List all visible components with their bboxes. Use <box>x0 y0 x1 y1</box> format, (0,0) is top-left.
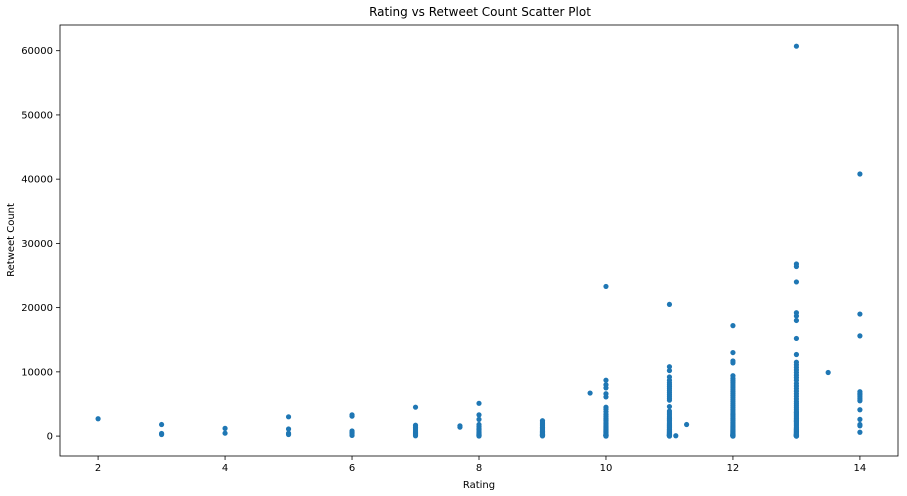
y-axis: 0 10000 20000 30000 40000 50000 60000 <box>21 46 60 443</box>
data-point <box>793 263 800 270</box>
data-point <box>673 433 679 439</box>
data-point <box>793 335 800 342</box>
x-tick-label: 6 <box>349 463 355 474</box>
data-points <box>95 43 863 439</box>
y-tick-label: 40000 <box>21 175 53 186</box>
data-point <box>158 421 165 428</box>
data-point <box>476 412 482 418</box>
x-tick-label: 12 <box>727 463 740 474</box>
y-tick-label: 20000 <box>21 303 53 314</box>
data-point <box>285 414 292 420</box>
data-point <box>793 279 800 285</box>
data-point <box>793 418 800 424</box>
y-tick-label: 60000 <box>21 46 53 57</box>
data-point <box>857 407 863 413</box>
data-point <box>476 433 482 439</box>
data-point <box>857 171 863 177</box>
data-point <box>285 426 292 432</box>
data-point <box>349 413 355 419</box>
data-point <box>857 429 863 435</box>
data-point <box>730 360 736 366</box>
data-point <box>457 424 463 430</box>
y-axis-label: Retweet Count <box>6 203 17 277</box>
data-point <box>857 423 863 429</box>
data-point <box>222 430 228 436</box>
data-point <box>793 313 800 319</box>
data-point <box>730 433 736 439</box>
data-point <box>730 323 736 329</box>
y-tick-label: 10000 <box>21 367 53 378</box>
data-point <box>412 404 419 410</box>
data-point <box>666 433 673 439</box>
data-point <box>793 43 800 49</box>
data-point <box>476 416 482 422</box>
data-point <box>730 349 736 356</box>
data-point <box>857 311 863 317</box>
data-point <box>793 409 800 415</box>
x-axis-label: Rating <box>463 480 495 491</box>
x-tick-label: 8 <box>476 463 482 474</box>
data-point <box>666 403 673 410</box>
data-point <box>857 416 863 422</box>
data-point <box>666 301 673 308</box>
data-point <box>666 364 673 370</box>
data-point <box>158 431 165 438</box>
x-axis: 2 4 6 8 10 12 14 <box>95 456 866 474</box>
data-point <box>222 425 228 431</box>
x-tick-label: 2 <box>95 463 101 474</box>
data-point <box>793 351 800 358</box>
data-point <box>793 426 800 432</box>
data-point <box>857 398 863 404</box>
x-tick-label: 14 <box>854 463 867 474</box>
y-tick-label: 0 <box>47 432 53 443</box>
data-point <box>476 400 482 406</box>
data-point <box>539 433 546 439</box>
y-tick-label: 30000 <box>21 239 53 250</box>
data-point <box>825 369 831 376</box>
data-point <box>587 390 593 396</box>
data-point <box>857 333 863 339</box>
chart-title: Rating vs Retweet Count Scatter Plot <box>369 5 591 19</box>
data-point <box>793 431 800 438</box>
data-point <box>95 416 101 422</box>
data-point <box>603 377 609 383</box>
data-point <box>603 433 609 439</box>
data-point <box>285 431 292 438</box>
x-tick-label: 4 <box>222 463 228 474</box>
data-point <box>349 432 355 439</box>
data-point <box>684 421 690 428</box>
plot-frame <box>59 24 899 457</box>
data-point <box>666 397 673 403</box>
data-point <box>603 283 609 290</box>
data-point <box>412 433 419 439</box>
data-point <box>793 317 800 324</box>
data-point <box>603 385 609 391</box>
data-point <box>666 367 673 374</box>
y-tick-label: 50000 <box>21 110 53 121</box>
x-tick-label: 10 <box>600 463 613 474</box>
data-point <box>603 394 609 400</box>
